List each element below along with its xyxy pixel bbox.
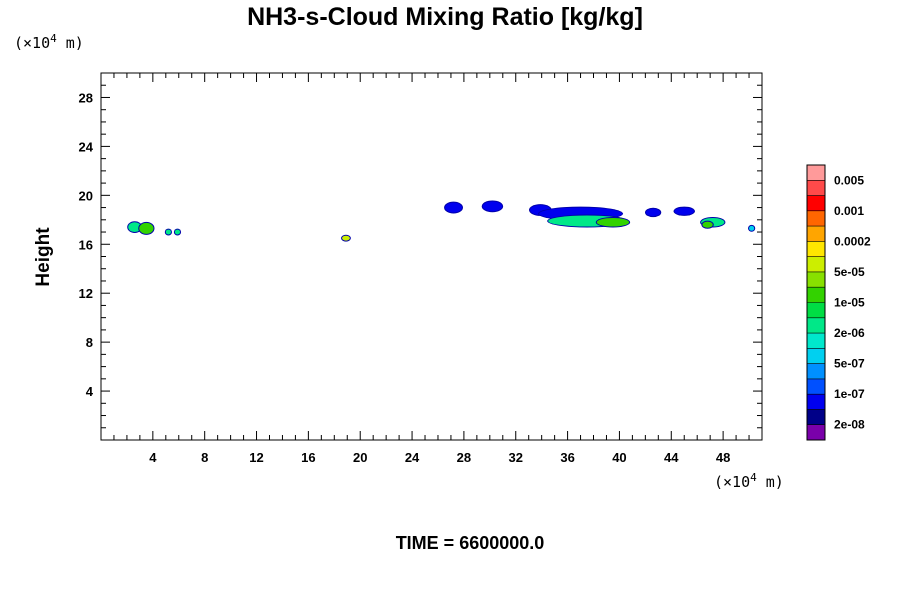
colorbar-label: 2e-08 bbox=[834, 418, 865, 432]
x-tick-label: 20 bbox=[353, 450, 367, 465]
colorbar-swatch bbox=[807, 256, 825, 272]
colorbar-label: 0.001 bbox=[834, 204, 864, 218]
x-tick-label: 40 bbox=[612, 450, 626, 465]
cloud-patch bbox=[128, 222, 142, 233]
colorbar-swatch bbox=[807, 363, 825, 379]
cloud-patch bbox=[342, 235, 350, 241]
colorbar-swatch bbox=[807, 302, 825, 318]
cloud-layer bbox=[127, 200, 756, 242]
colorbar-swatch bbox=[807, 271, 825, 288]
cloud-patch bbox=[646, 208, 661, 217]
y-unit-label: (×104 m) bbox=[14, 32, 84, 52]
chart-title: NH3-s-Cloud Mixing Ratio [kg/kg] bbox=[247, 3, 643, 31]
y-tick-label: 20 bbox=[79, 188, 93, 203]
cloud-patch bbox=[482, 201, 503, 212]
cloud-patch bbox=[749, 225, 755, 231]
colorbar-label: 2e-06 bbox=[834, 326, 865, 340]
colorbar-swatch bbox=[807, 226, 825, 242]
cloud-patch bbox=[139, 222, 154, 234]
colorbar: 0.005 0.001 0.0002 5e-05 1e-05 2e-06 5e-07 1e-0… bbox=[806, 164, 871, 441]
cloud-patch bbox=[445, 202, 462, 213]
colorbar-swatch bbox=[807, 287, 825, 303]
y-tick-label: 8 bbox=[86, 335, 93, 350]
x-axis: 4 8 12 16 20 24 28 32 36 40 44 48 bbox=[113, 73, 750, 465]
colorbar-swatch bbox=[807, 165, 825, 181]
y-axis: 4 8 12 16 20 24 28 bbox=[79, 84, 762, 429]
x-tick-label: 12 bbox=[249, 450, 263, 465]
colorbar-label: 5e-05 bbox=[834, 265, 865, 279]
cloud-patch bbox=[674, 207, 694, 215]
colorbar-swatch bbox=[807, 317, 825, 334]
time-label: TIME = 6600000.0 bbox=[396, 533, 545, 553]
colorbar-swatch bbox=[807, 180, 825, 196]
cloud-patch bbox=[702, 221, 713, 228]
colorbar-swatch bbox=[807, 424, 825, 440]
colorbar-swatch bbox=[807, 378, 825, 395]
x-tick-label: 8 bbox=[201, 450, 208, 465]
x-unit-label: (×104 m) bbox=[714, 471, 784, 491]
colorbar-label: 1e-07 bbox=[834, 387, 865, 401]
colorbar-swatch bbox=[807, 333, 825, 349]
cloud-patch bbox=[165, 229, 171, 235]
x-tick-label: 28 bbox=[457, 450, 471, 465]
colorbar-label: 0.005 bbox=[834, 173, 864, 187]
colorbar-swatch bbox=[807, 348, 825, 364]
y-tick-label: 24 bbox=[79, 139, 94, 154]
cloud-patch bbox=[174, 229, 181, 235]
y-axis-label: Height bbox=[33, 227, 54, 287]
colorbar-label: 1e-05 bbox=[834, 296, 865, 310]
x-tick-label: 16 bbox=[301, 450, 315, 465]
colorbar-swatch bbox=[807, 409, 825, 425]
y-tick-label: 4 bbox=[86, 384, 94, 399]
cloud-patch bbox=[596, 217, 630, 227]
colorbar-label: 0.0002 bbox=[834, 234, 871, 248]
y-tick-label: 28 bbox=[79, 90, 93, 105]
colorbar-swatch bbox=[807, 210, 825, 227]
plot-frame bbox=[100, 72, 763, 441]
x-tick-label: 44 bbox=[664, 450, 679, 465]
colorbar-swatch bbox=[807, 394, 825, 410]
x-tick-label: 32 bbox=[509, 450, 523, 465]
x-tick-label: 24 bbox=[405, 450, 420, 465]
x-tick-label: 4 bbox=[149, 450, 157, 465]
x-tick-label: 36 bbox=[560, 450, 574, 465]
colorbar-label: 5e-07 bbox=[834, 357, 865, 371]
colorbar-swatch bbox=[807, 195, 825, 211]
colorbar-swatch bbox=[807, 241, 825, 257]
y-tick-label: 16 bbox=[79, 237, 93, 252]
y-tick-label: 12 bbox=[79, 286, 93, 301]
x-tick-label: 48 bbox=[716, 450, 730, 465]
